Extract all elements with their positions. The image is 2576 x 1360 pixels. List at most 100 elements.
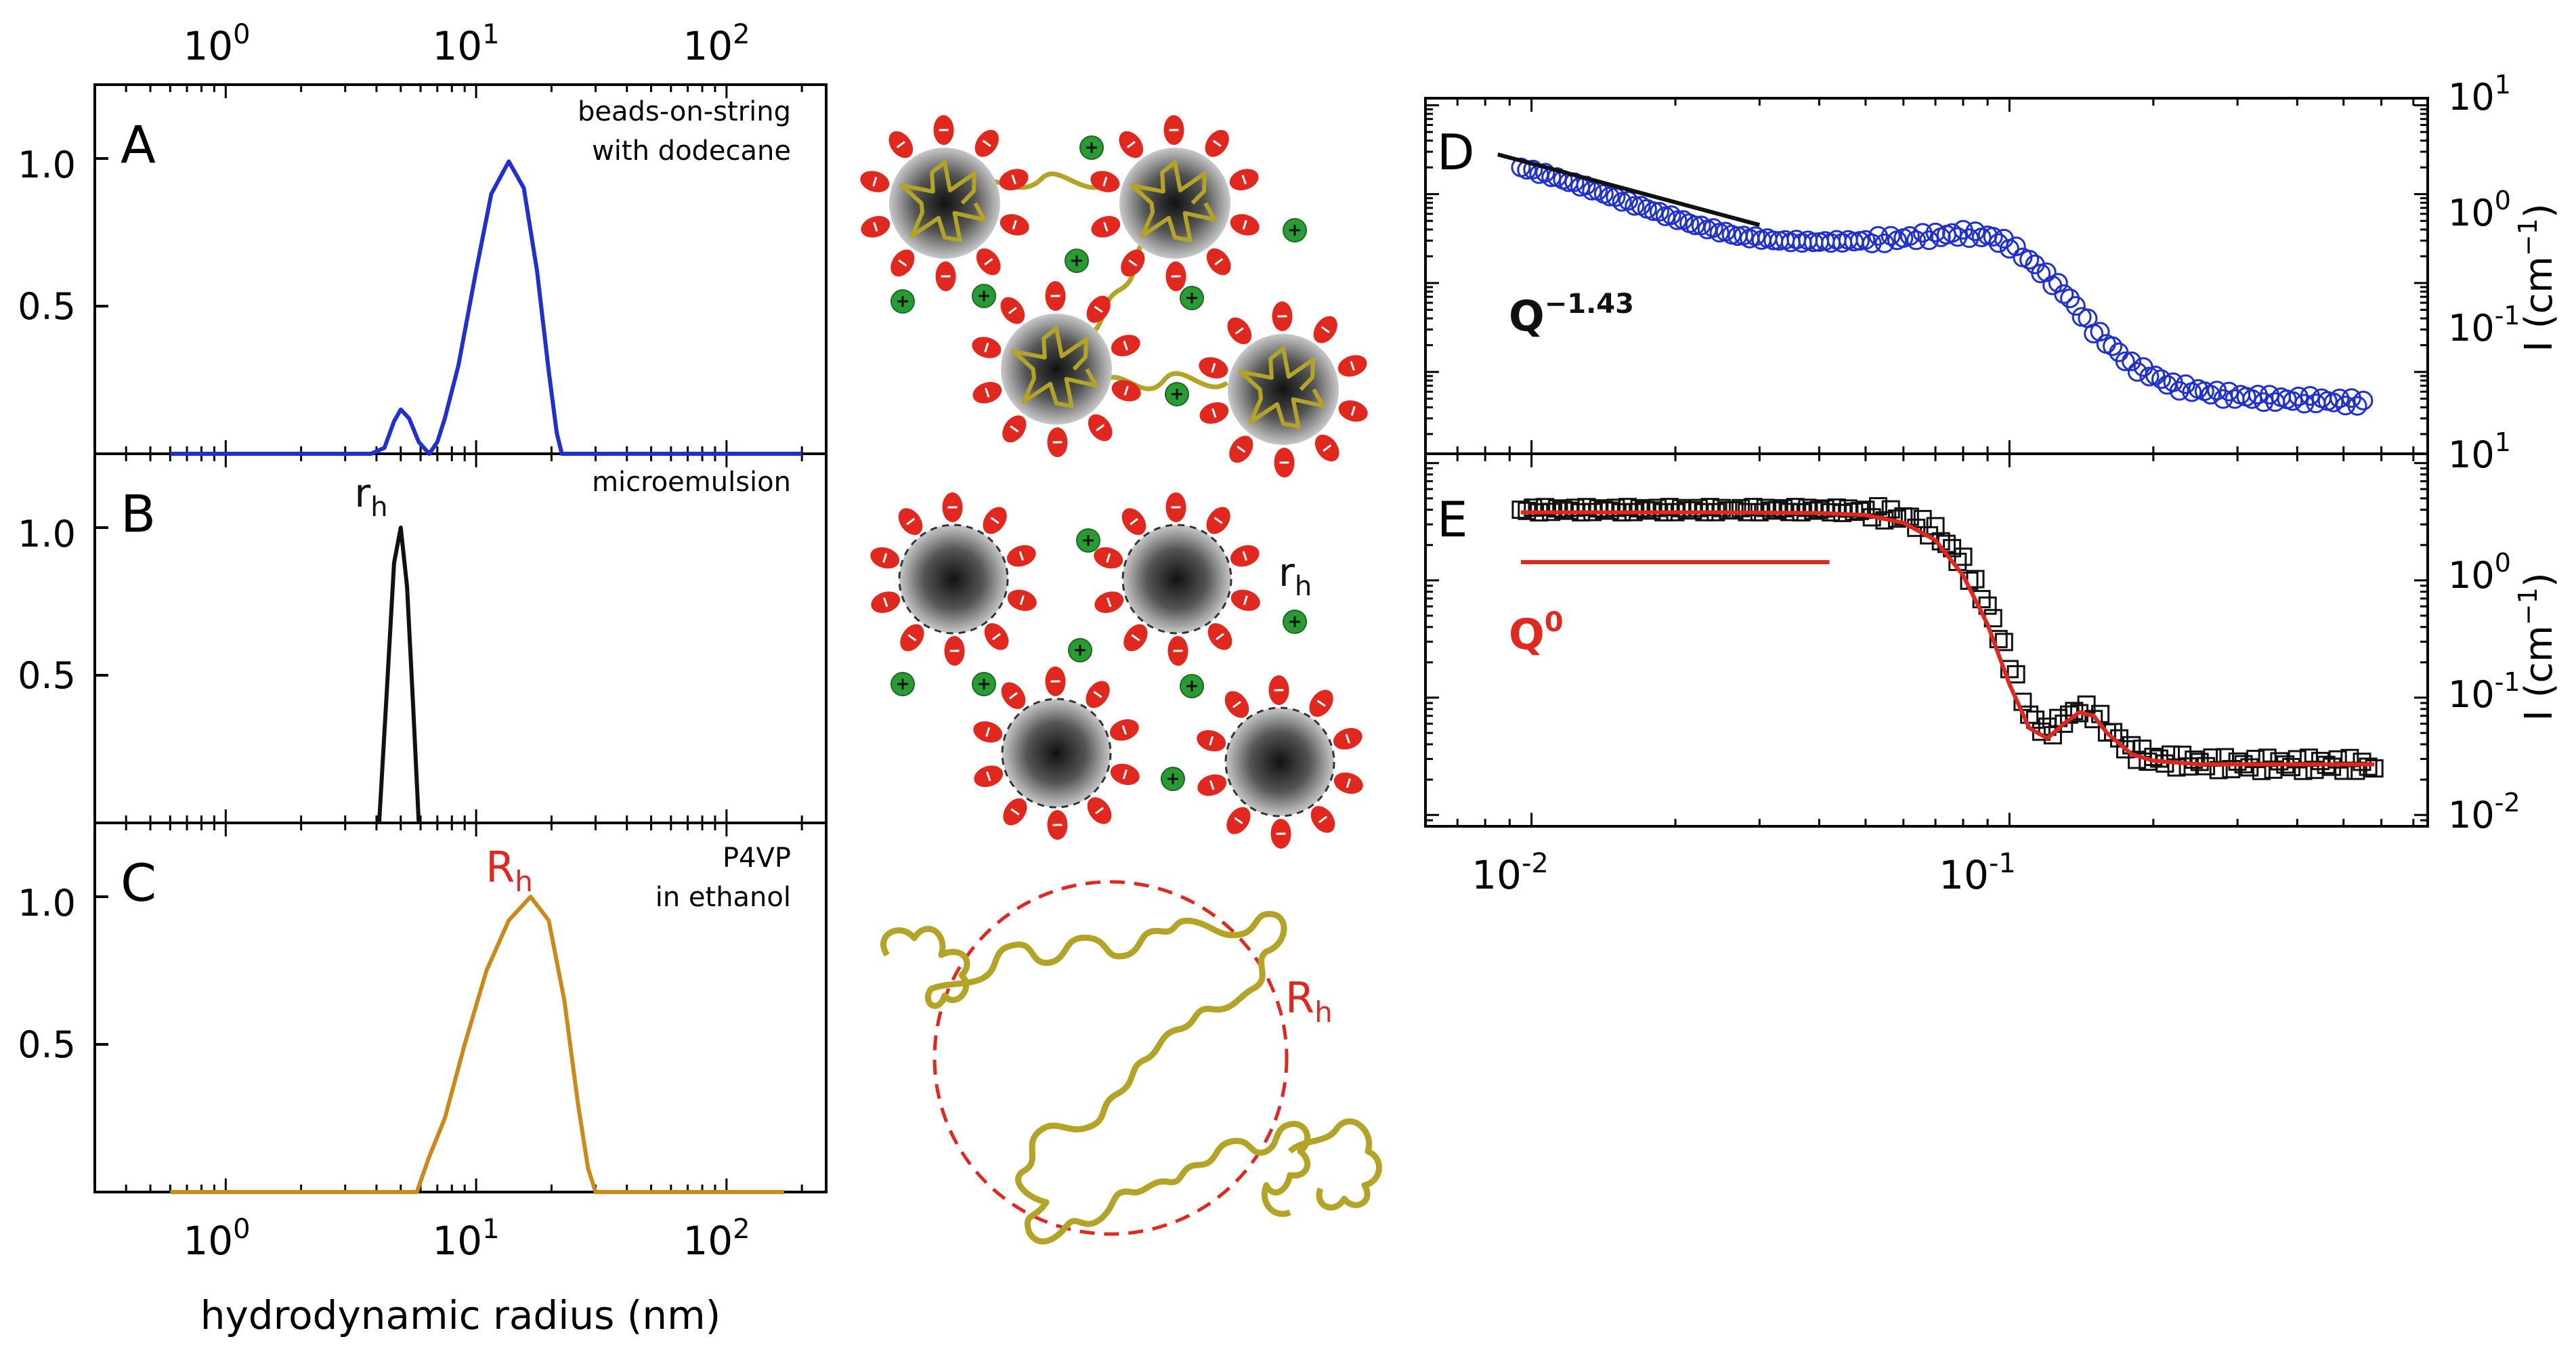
minus-sign	[872, 176, 878, 187]
micelle-core	[1224, 706, 1335, 817]
panel-d-marker	[2006, 236, 2026, 257]
sans-panels: D E 101 100 10-1 101 100 10-1 10-2 I (cm…	[1424, 70, 2561, 898]
panel-e-marker	[1606, 498, 1625, 517]
minus-sign	[882, 553, 888, 563]
minus-sign	[1350, 406, 1356, 417]
dls-panels: 100 101 102 1.0 0.5 1.0 0.5 1.0 0.5 A B …	[18, 19, 828, 1338]
minus-sign	[1323, 444, 1332, 452]
panel-b-frame	[93, 452, 828, 824]
panel-e-marker	[2000, 660, 2019, 679]
d-fit-label: Q−1.43	[1509, 289, 1634, 341]
panel-e-marker	[2084, 710, 2103, 729]
minus-sign	[1209, 780, 1215, 790]
polymer-wrap	[1130, 160, 1217, 242]
panel-e-marker	[1786, 498, 1805, 517]
minus-sign	[984, 258, 993, 265]
panel-e-marker	[2288, 750, 2306, 769]
panel-d-marker	[1965, 221, 1985, 241]
panel-e-marker	[2359, 757, 2378, 776]
panel-e-frame	[1424, 452, 2429, 828]
c-peak-label: Rh	[486, 843, 533, 898]
e-ytick-10: 101	[2448, 427, 2511, 476]
panel-d-marker	[2330, 388, 2350, 408]
panel-d-marker	[1600, 186, 1620, 207]
minus-sign	[1318, 815, 1328, 824]
panel-e-marker	[2167, 758, 2186, 777]
b-annotation: microemulsion	[592, 467, 791, 498]
panel-e-fit-curve	[1520, 510, 2375, 767]
minus-sign	[1122, 769, 1128, 780]
panel-d-marker	[1612, 192, 1632, 212]
minus-sign	[1010, 425, 1019, 433]
panel-d-marker	[1618, 190, 1638, 211]
panel-d-marker	[1881, 226, 1901, 246]
connecting-chain-2	[1082, 232, 1153, 341]
schematic-Rh-label: Rh	[1285, 973, 1333, 1029]
d-ytick-0.1: 10-1	[2448, 301, 2520, 349]
panel-d-marker	[2065, 296, 2086, 316]
panel-d-marker	[1697, 219, 1717, 240]
panel-e-marker	[1839, 499, 1858, 518]
x-axis-title: hydrodynamic radius (nm)	[200, 1292, 721, 1338]
polymer-coil-chain	[880, 910, 1382, 1245]
e-ytick-0.1: 10-1	[2448, 667, 2520, 716]
minus-sign	[1316, 700, 1326, 707]
panel-e-marker	[2246, 750, 2265, 769]
panel-d-marker	[2353, 390, 2374, 410]
panel-e-marker	[1577, 498, 1596, 517]
top-tick-label-2: 102	[683, 19, 750, 69]
panel-letter-b: B	[121, 484, 156, 544]
right-data	[1497, 152, 2384, 780]
d-ytick-1: 100	[2448, 186, 2511, 234]
minus-sign	[984, 342, 989, 353]
panel-e-marker	[1966, 570, 1985, 589]
panel-letter-e: E	[1437, 491, 1468, 548]
panel-e-marker	[2006, 665, 2025, 684]
bottom-axis-labels-right: 10-2 10-1	[1472, 848, 2016, 898]
minus-sign	[1234, 817, 1243, 824]
minus-sign	[991, 633, 1002, 641]
beads-on-string-schematic	[860, 115, 1368, 477]
panel-d-marker	[1523, 159, 1543, 179]
polymer-wrap	[1011, 326, 1098, 408]
panel-d-marker	[2054, 284, 2074, 304]
panel-d-marker	[2151, 369, 2171, 389]
panel-d-marker	[1942, 223, 1962, 243]
panel-d-marker	[2090, 322, 2110, 342]
panel-a-curve	[170, 159, 802, 456]
y-tick-labels-right: 101 100 10-1 101 100 10-1 10-2	[2448, 70, 2520, 836]
minus-sign	[1123, 341, 1128, 351]
minus-sign	[1212, 140, 1222, 147]
bottom-axis-labels-left: 100 101 102	[183, 1214, 750, 1264]
minus-sign	[1209, 736, 1214, 746]
panel-d-marker	[2103, 336, 2123, 356]
minus-sign	[1093, 691, 1102, 698]
panel-e-marker	[1511, 501, 1530, 519]
minus-sign	[1123, 385, 1129, 396]
a-ytick-1: 1.0	[18, 144, 76, 186]
polymer-wrap	[899, 160, 987, 242]
minus-sign	[986, 771, 991, 782]
panel-letters-left: A B C	[121, 114, 156, 913]
panel-e-marker	[1774, 498, 1793, 517]
panel-e-marker	[1989, 630, 2008, 649]
panel-d-marker	[2169, 381, 2189, 401]
panel-e-marker	[1869, 497, 1887, 515]
panel-e-marker	[1630, 498, 1649, 517]
panel-e-marker	[2270, 752, 2289, 771]
minus-sign	[1103, 221, 1109, 232]
panel-letter-c: C	[121, 853, 156, 913]
panel-e-marker	[1954, 547, 1973, 566]
panel-e-marker	[2311, 752, 2330, 771]
minus-sign	[1345, 734, 1350, 744]
panel-d-marker	[1745, 226, 1765, 247]
e-y-axis-title: I (cm−1)	[2513, 572, 2561, 721]
microemulsion-schematic	[870, 492, 1363, 849]
panel-d-marker	[1667, 210, 1688, 230]
e-fit-label: Q0	[1509, 607, 1564, 659]
c-ytick-0: 0.5	[18, 1023, 76, 1066]
panel-e-marker	[1660, 498, 1679, 517]
a-annotation-line2: with dodecane	[592, 135, 791, 167]
minus-sign	[1232, 700, 1242, 708]
panel-d-marker	[2019, 249, 2040, 270]
